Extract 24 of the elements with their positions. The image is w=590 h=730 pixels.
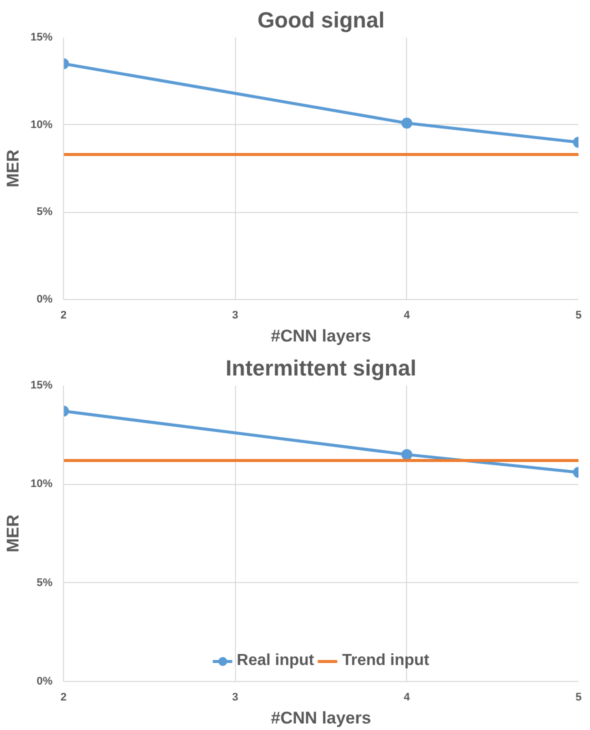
y-tick-label: 5% xyxy=(36,576,53,589)
x-tick-label: 2 xyxy=(60,310,67,322)
x-tick-label: 4 xyxy=(404,310,411,322)
x-tick-label: 5 xyxy=(575,692,582,704)
x-tick-label: 4 xyxy=(404,692,411,704)
y-tick-label: 0% xyxy=(36,676,53,688)
y-tick-label: 0% xyxy=(36,294,53,306)
y-tick-label: 10% xyxy=(30,118,53,131)
y-tick-label: 15% xyxy=(30,32,53,44)
y-tick-label: 15% xyxy=(30,380,53,392)
x-tick-label: 5 xyxy=(575,310,582,322)
x-axis-title: #CNN layers xyxy=(270,708,372,728)
chart-title: Good signal xyxy=(257,8,385,32)
y-axis-title: MER xyxy=(3,150,22,188)
legend-label: Real input xyxy=(236,652,314,670)
x-axis-title: #CNN layers xyxy=(270,326,372,346)
x-tick-label: 3 xyxy=(232,310,238,322)
y-tick-label: 10% xyxy=(30,478,53,490)
x-tick-label: 2 xyxy=(60,692,67,704)
y-tick-label: 5% xyxy=(36,206,53,218)
x-tick-label: 3 xyxy=(232,692,238,704)
legend-label: Trend input xyxy=(342,652,430,670)
y-axis-title: MER xyxy=(3,514,22,552)
chart-title: Intermittent signal xyxy=(226,356,416,380)
